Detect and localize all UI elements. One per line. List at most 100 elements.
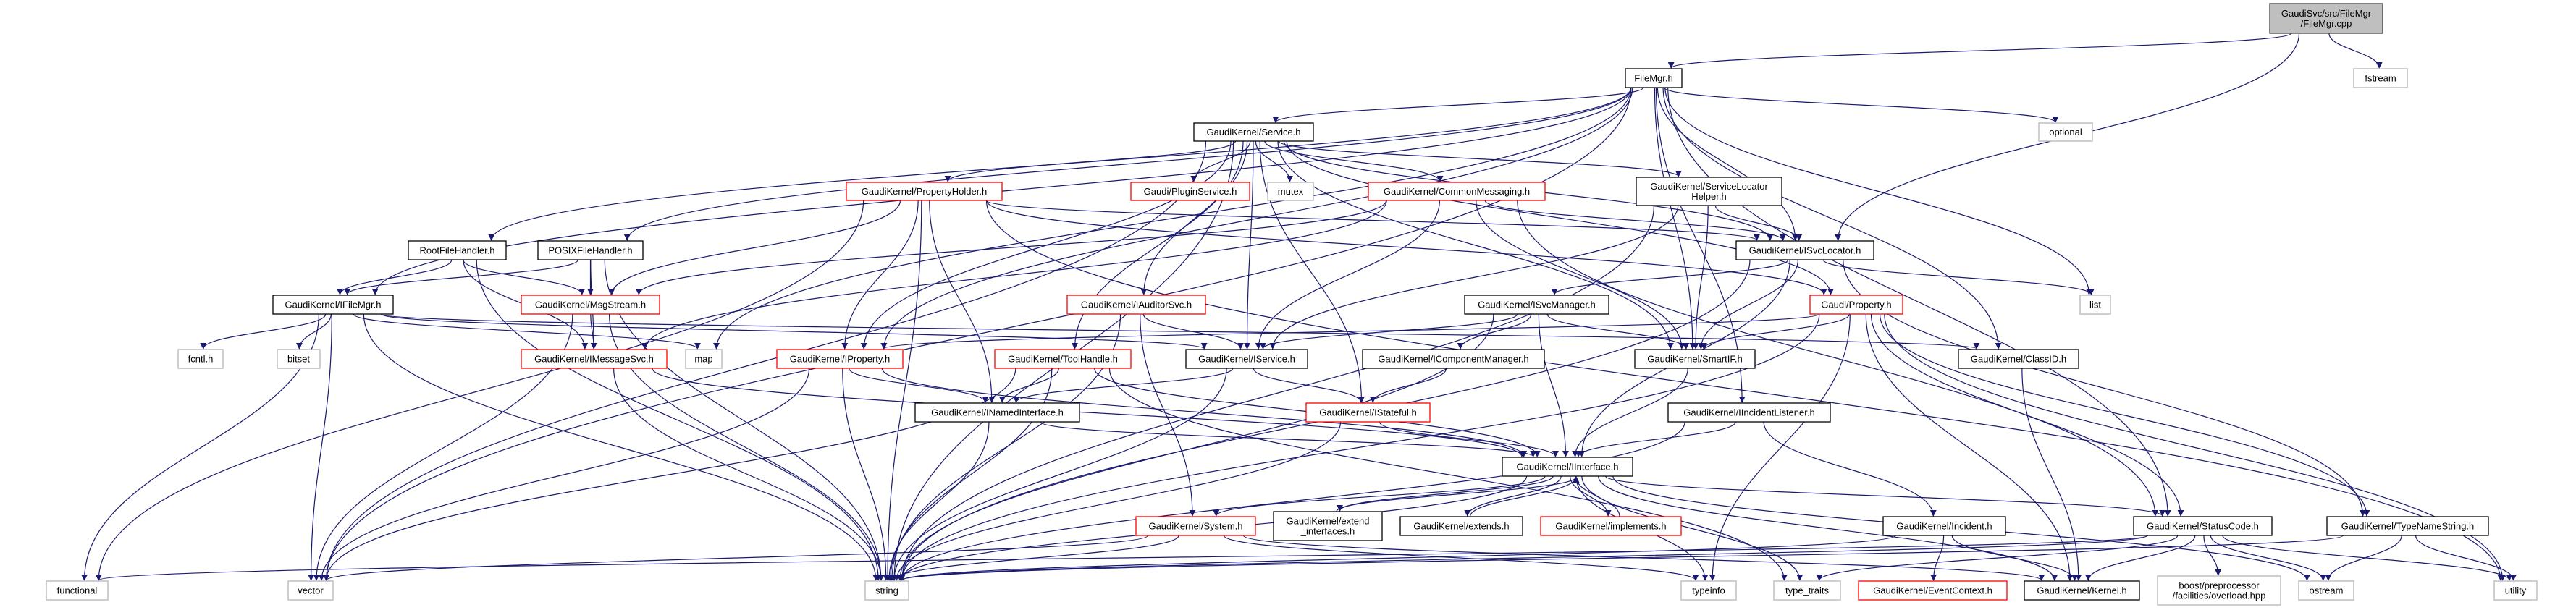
node-box	[277, 349, 321, 369]
edge-filemgr_h-to-smartif_h	[1654, 87, 1696, 350]
node-map: map	[685, 349, 723, 369]
edge-typenamestring_h-to-string	[899, 535, 2344, 581]
edge-iinterface_h-to-extend_interfaces_h	[1337, 475, 1554, 512]
node-box	[1680, 580, 1737, 601]
edge-service_h-to-istateful_h	[1259, 140, 1365, 403]
node-label: POSIXFileHandler.h	[548, 245, 632, 256]
edge-smartif_h-to-iinterface_h	[1572, 368, 1688, 457]
node-label: GaudiKernel/ISvcManager.h	[1478, 300, 1596, 310]
node-posixfilehandler-h[interactable]: POSIXFileHandler.h	[537, 240, 644, 260]
edge-filemgr_h-to-list	[1664, 87, 2092, 295]
node-system-h[interactable]: GaudiKernel/System.h	[1135, 516, 1256, 536]
node-statuscode-h[interactable]: GaudiKernel/StatusCode.h	[2133, 516, 2273, 536]
edge-iservice_h-to-string	[891, 368, 1227, 581]
node-extends-h[interactable]: GaudiKernel/extends.h	[1399, 516, 1523, 536]
node-box	[1502, 457, 1633, 477]
edge-toolhandle_h-to-vector	[323, 368, 1016, 581]
edge-filemgr_cpp-to-filemgr_h	[1667, 33, 2292, 69]
node-box	[2038, 122, 2093, 142]
node-label: boost/preprocessor/facilities/overload.h…	[2173, 580, 2266, 601]
node-service-h[interactable]: GaudiKernel/Service.h	[1193, 122, 1314, 142]
node-isvclocator-h[interactable]: GaudiKernel/ISvcLocator.h	[1735, 240, 1874, 260]
edge-ifilemgr_h-to-fcntl_h	[200, 313, 327, 350]
node-box	[2298, 580, 2354, 601]
node-box	[1464, 295, 1609, 315]
edge-extend_interfaces_h-to-iinterface_h	[1336, 476, 1580, 512]
edge-isvclocator_h-to-smartif_h	[1697, 259, 1798, 350]
node-label: Gaudi/Property.h	[1821, 300, 1891, 310]
node-box	[2269, 3, 2383, 34]
node-label: GaudiKernel/Incident.h	[1896, 521, 1992, 532]
node-label: fstream	[2365, 73, 2396, 84]
node-typenamestring-h[interactable]: GaudiKernel/TypeNameString.h	[2326, 516, 2489, 536]
edge-iproperty_h-to-inamedinterface_h	[849, 368, 989, 403]
node-extend-interfaces-h[interactable]: GaudiKernel/extend _interfaces.h	[1273, 511, 1383, 541]
edge-service_h-to-commonmessaging_h	[1264, 140, 1444, 182]
node-label: mutex	[1278, 186, 1304, 197]
nodes-layer: GaudiSvc/src/FileMgr/FileMgr.cpp FileMgr.…	[46, 3, 2538, 606]
edge-icomponentmanager_h-to-istateful_h	[1369, 368, 1447, 403]
node-box	[864, 580, 909, 601]
edge-typenamestring_h-to-ostream	[2325, 535, 2402, 581]
edge-statuscode_h-to-boost_overload	[2203, 535, 2222, 576]
node-box	[521, 295, 660, 315]
edge-iauditorsvc_h-to-system_h	[1140, 313, 1196, 517]
node-commonmessaging-h[interactable]: GaudiKernel/CommonMessaging.h	[1368, 182, 1546, 201]
edge-service_h-to-smartif_h	[1277, 140, 1674, 350]
edge-iproperty_h-to-vector	[318, 368, 810, 581]
node-filemgr-h[interactable]: FileMgr.h	[1625, 68, 1683, 88]
node-property-h[interactable]: Gaudi/Property.h	[1809, 295, 1903, 315]
node-box	[2079, 295, 2111, 315]
edge-ifilemgr_h-to-vector	[308, 313, 332, 581]
node-box	[2133, 516, 2273, 536]
node-propertyholder-h[interactable]: GaudiKernel/PropertyHolder.h	[846, 182, 1003, 201]
node-label: map	[694, 354, 712, 365]
node-incident-h[interactable]: GaudiKernel/Incident.h	[1882, 516, 2006, 536]
node-implements-h[interactable]: GaudiKernel/implements.h	[1540, 516, 1682, 536]
node-inamedinterface-h[interactable]: GaudiKernel/INamedInterface.h	[914, 402, 1080, 423]
node-box	[1667, 402, 1831, 423]
node-imessagesvc-h[interactable]: GaudiKernel/IMessageSvc.h	[521, 349, 668, 369]
node-label: GaudiKernel/IIncidentListener.h	[1683, 407, 1814, 418]
node-label: GaudiKernel/IComponentManager.h	[1378, 354, 1528, 365]
node-msgstream-h[interactable]: GaudiKernel/MsgStream.h	[521, 295, 660, 315]
node-utility: utility	[2493, 580, 2538, 601]
node-box	[2353, 68, 2408, 88]
node-iservice-h[interactable]: GaudiKernel/IService.h	[1185, 349, 1308, 369]
node-servicelocatorhelper-h[interactable]: GaudiKernel/ServiceLocator Helper.h	[1636, 177, 1782, 206]
node-iauditorsvc-h[interactable]: GaudiKernel/IAuditorSvc.h	[1066, 295, 1206, 315]
node-rootfilehandler-h[interactable]: RootFileHandler.h	[408, 240, 507, 260]
node-label: GaudiKernel/ServiceLocator Helper.h	[1650, 181, 1768, 202]
node-box	[2024, 580, 2140, 601]
edge-service_h-to-vector	[323, 140, 1207, 581]
node-label: GaudiKernel/IFileMgr.h	[285, 300, 382, 310]
node-box	[1362, 349, 1545, 369]
node-box	[1634, 349, 1756, 369]
edge-iincidentlistener_h-to-string	[898, 421, 1685, 581]
node-kernel-h[interactable]: GaudiKernel/Kernel.h	[2024, 580, 2140, 601]
edge-imessagesvc_h-to-iinterface_h	[652, 368, 1525, 457]
node-toolhandle-h[interactable]: GaudiKernel/ToolHandle.h	[994, 349, 1132, 369]
node-eventcontext-h[interactable]: GaudiKernel/EventContext.h	[1858, 580, 2008, 601]
node-istateful-h[interactable]: GaudiKernel/IStateful.h	[1305, 402, 1431, 423]
node-ifilemgr-h[interactable]: GaudiKernel/IFileMgr.h	[272, 295, 394, 315]
node-label: GaudiKernel/ClassID.h	[1971, 354, 2066, 365]
edge-filemgr_cpp-to-fstream	[2328, 33, 2383, 69]
node-isvcmanager-h[interactable]: GaudiKernel/ISvcManager.h	[1464, 295, 1609, 315]
node-box	[1305, 402, 1431, 423]
node-label: GaudiKernel/CommonMessaging.h	[1384, 186, 1530, 197]
node-filemgr-cpp[interactable]: GaudiSvc/src/FileMgr/FileMgr.cpp	[2269, 3, 2383, 34]
node-classid-h[interactable]: GaudiKernel/ClassID.h	[1958, 349, 2079, 369]
node-iinterface-h[interactable]: GaudiKernel/IInterface.h	[1502, 457, 1633, 477]
node-pluginservice-h[interactable]: Gaudi/PluginService.h	[1130, 182, 1250, 201]
node-label: GaudiKernel/System.h	[1148, 521, 1242, 532]
node-icomponentmanager-h[interactable]: GaudiKernel/IComponentManager.h	[1362, 349, 1545, 369]
node-smartif-h[interactable]: GaudiKernel/SmartIF.h	[1634, 349, 1756, 369]
node-label: GaudiKernel/ISvcLocator.h	[1749, 245, 1861, 256]
edge-filemgr_h-to-optional	[1664, 87, 2059, 123]
edge-incident_h-to-string	[898, 535, 1896, 581]
node-label: GaudiKernel/extends.h	[1413, 521, 1509, 532]
node-iincidentlistener-h[interactable]: GaudiKernel/IIncidentListener.h	[1667, 402, 1831, 423]
node-iproperty-h[interactable]: GaudiKernel/IProperty.h	[776, 349, 904, 369]
